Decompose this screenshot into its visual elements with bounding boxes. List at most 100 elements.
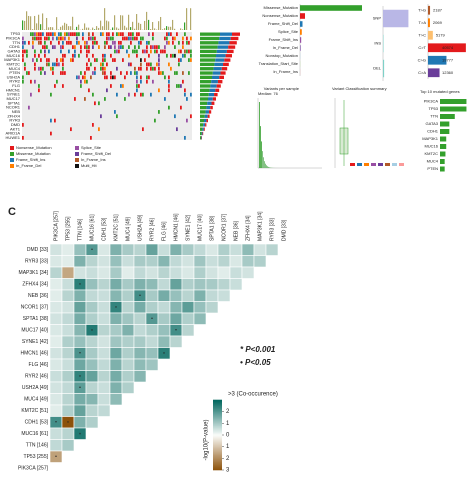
panel-label: C — [8, 206, 16, 218]
mutation-cell — [74, 54, 76, 58]
mutation-cell — [186, 97, 188, 101]
legend-swatch — [75, 146, 79, 150]
bar — [440, 167, 445, 172]
mutation-cell — [70, 32, 72, 36]
heat-cell — [170, 290, 182, 302]
mutation-cell — [92, 93, 94, 97]
mutation-cell — [22, 54, 24, 58]
mutation-cell — [90, 37, 92, 41]
tmb-bar — [30, 16, 31, 30]
heat-cell — [182, 313, 194, 325]
colorbar-tick-label: 1 — [226, 444, 230, 450]
tmb-bar — [190, 8, 191, 30]
mutation-cell — [88, 50, 90, 54]
mutation-cell — [172, 37, 174, 41]
mutation-cell — [134, 45, 136, 49]
mutation-cell — [102, 67, 104, 71]
mutation-cell — [116, 93, 118, 97]
mutation-cell — [140, 76, 142, 80]
row-label: ZFHX4 [34] — [22, 282, 48, 288]
mutation-cell — [136, 80, 138, 84]
tmb-bar — [52, 27, 53, 30]
tmb-bar — [108, 21, 109, 30]
mutation-cell — [30, 80, 32, 84]
heat-cell — [242, 244, 254, 256]
mutation-cell — [184, 93, 186, 97]
mutation-cell — [180, 106, 182, 110]
heat-cell — [230, 244, 242, 256]
mutation-cell — [108, 37, 110, 41]
bar-label: Frame_Shift_Ins — [269, 37, 298, 42]
tmb-bar — [104, 8, 105, 30]
gene-freq-bar — [200, 106, 206, 109]
mutation-cell — [34, 80, 36, 84]
mutation-cell — [80, 45, 82, 49]
heat-cell — [86, 417, 98, 429]
mutation-cell — [154, 50, 156, 54]
mutation-cell — [152, 67, 154, 71]
heat-cell — [218, 244, 230, 256]
mutation-cell — [118, 41, 120, 45]
heat-cell — [254, 244, 266, 256]
mutation-cell — [68, 37, 70, 41]
mutation-cell — [146, 50, 148, 54]
mutation-cell — [74, 32, 76, 36]
gene-freq-bar — [206, 110, 209, 113]
mutation-cell — [26, 54, 28, 58]
tmb-bar — [78, 25, 79, 30]
tmb-bar — [140, 24, 141, 30]
bar — [428, 18, 430, 27]
bar-value: 40574 — [442, 45, 454, 50]
mutation-cell — [22, 58, 24, 62]
heat-cell — [50, 336, 62, 348]
legend-swatch — [75, 158, 79, 162]
mutation-cell — [106, 41, 108, 45]
heat-cell — [194, 267, 206, 279]
tmb-bar — [102, 26, 103, 30]
mutation-cell — [94, 58, 96, 62]
mutation-cell — [52, 67, 54, 71]
tmb-bar — [98, 28, 99, 30]
row-label: RYR2 [46] — [25, 374, 49, 380]
heat-cell — [62, 336, 74, 348]
mutation-cell — [74, 45, 76, 49]
bar-label: C>T — [418, 45, 426, 50]
gene-freq-bar — [216, 54, 226, 57]
sample-bar — [261, 141, 262, 168]
significance-mark: • — [55, 420, 57, 426]
gene-label: MUC16 — [424, 144, 438, 149]
mutation-cell — [22, 123, 24, 127]
heat-cell — [50, 371, 62, 383]
heat-cell — [170, 256, 182, 268]
column-label: ZFHX4 [34] — [245, 215, 251, 241]
bar — [440, 152, 445, 157]
mutation-cell — [182, 45, 184, 49]
heat-cell — [146, 290, 158, 302]
mutation-cell — [88, 45, 90, 49]
mutation-cell — [172, 41, 174, 45]
mutation-cell — [166, 32, 168, 36]
legend-swatch — [10, 146, 14, 150]
mutation-cell — [24, 67, 26, 71]
gene-freq-bar — [210, 106, 213, 109]
heat-cell — [62, 256, 74, 268]
tmb-bar — [88, 28, 89, 30]
tmb-bar — [162, 29, 163, 30]
heat-cell — [206, 244, 218, 256]
heat-cell — [62, 394, 74, 406]
mutation-cell — [86, 54, 88, 58]
mutation-cell — [148, 41, 150, 45]
mutation-cell — [128, 45, 130, 49]
heat-cell — [86, 267, 98, 279]
mutation-cell — [104, 76, 106, 80]
mutation-cell — [112, 58, 114, 62]
mutation-cell — [92, 54, 94, 58]
row-label: MUC4 [49] — [24, 397, 49, 403]
tmb-bar — [128, 15, 129, 30]
mutation-cell — [110, 76, 112, 80]
mutation-cell — [170, 32, 172, 36]
heat-cell — [218, 256, 230, 268]
mutation-cell — [126, 71, 128, 75]
mutation-cell — [82, 32, 84, 36]
heat-cell — [158, 290, 170, 302]
